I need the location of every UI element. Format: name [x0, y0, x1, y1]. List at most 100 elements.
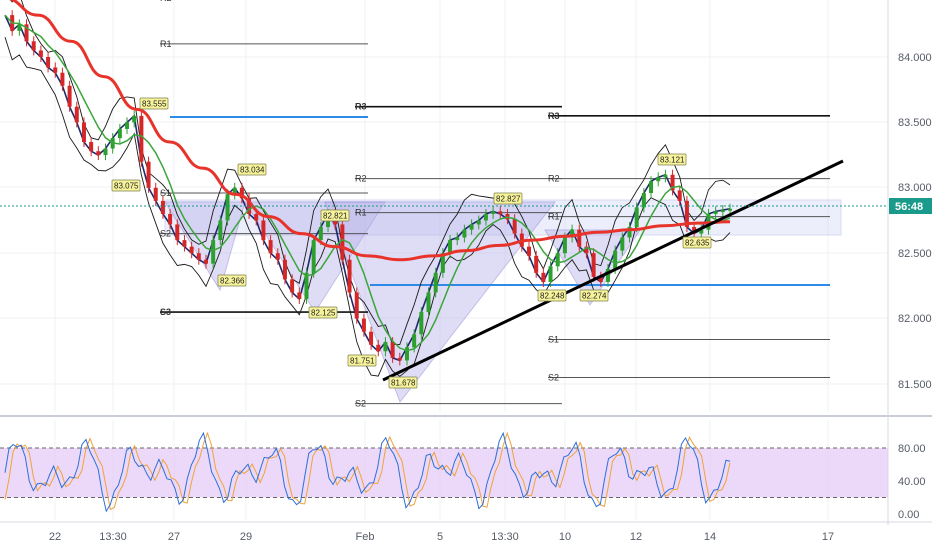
bollinger-band	[10, 0, 731, 346]
price-annotation-box	[388, 376, 418, 389]
time-tick-label: 29	[240, 531, 252, 543]
current-price-tag	[889, 198, 932, 214]
price-annotation-label: 82.827	[496, 195, 521, 204]
candle-body	[598, 276, 603, 282]
candle-body	[426, 292, 431, 313]
oscillator-tick-label: 40.00	[898, 476, 926, 488]
price-annotation-label: 81.751	[350, 357, 375, 366]
candle-body	[132, 115, 137, 123]
candle-body	[347, 259, 352, 293]
series-layer	[0, 0, 888, 382]
price-annotation-box	[537, 289, 567, 302]
candle-body	[534, 255, 539, 273]
oscillator-tick-label: 0.00	[898, 509, 919, 521]
pivot-label: S2	[548, 372, 559, 382]
candle-body	[311, 240, 316, 273]
time-tick-label: 13:30	[99, 531, 127, 543]
candle-body	[211, 240, 216, 264]
price-annotation-box	[308, 306, 338, 319]
candle-body	[627, 227, 632, 238]
price-tick-label: 82.500	[898, 248, 932, 260]
pivot-layer: R2 R1 R3 S1 S2 S3 R2 R1 S2 R3 R2 R1 S1 S2	[160, 0, 830, 409]
price-tick-label: 84.000	[898, 52, 932, 64]
candle-body	[189, 246, 194, 254]
candle-body	[728, 208, 732, 211]
pivot-label: R3	[548, 111, 560, 121]
candle-body	[570, 229, 575, 238]
candle-body	[469, 224, 474, 230]
candle-body	[584, 246, 589, 254]
stochastic-k-line	[4, 431, 731, 513]
price-annotation-box	[111, 179, 141, 192]
candle-body	[620, 237, 625, 251]
moving-average-green	[4, 14, 731, 352]
candle-body	[153, 187, 158, 201]
candle-body	[577, 229, 582, 247]
candle-body	[512, 219, 517, 234]
candle-body	[261, 220, 266, 241]
pivot-label: S2	[160, 229, 171, 239]
price-annotation-label: 82.635	[685, 239, 710, 248]
price-annotation-box	[347, 354, 377, 367]
candle-body	[225, 194, 230, 221]
candle-body	[663, 174, 668, 178]
candle-body	[46, 57, 51, 68]
candle-body	[419, 312, 424, 335]
candle-body	[60, 72, 65, 86]
candle-body	[89, 142, 94, 152]
candle-body	[361, 318, 366, 332]
candle-body	[498, 211, 503, 214]
candle-body	[282, 259, 287, 280]
pivot-label: S3	[160, 307, 171, 317]
candle-body	[96, 151, 101, 156]
candle-body	[38, 50, 43, 57]
axis-layer: 84.000 83.500 83.000 82.500 82.000 81.500 56:4…	[49, 52, 932, 543]
time-tick-label: 10	[559, 531, 571, 543]
candle-body	[641, 193, 646, 208]
bollinger-band	[4, 37, 731, 377]
price-tick-label: 81.500	[898, 379, 932, 391]
candle-body	[591, 253, 596, 277]
candle-body	[239, 187, 244, 199]
candle-body	[383, 342, 388, 352]
candle-body	[555, 253, 560, 267]
price-tick-label: 83.500	[898, 117, 932, 129]
price-annotation-label: 81.678	[391, 379, 416, 388]
time-tick-label: 17	[822, 531, 834, 543]
candle-body	[713, 211, 718, 214]
candle-body	[491, 211, 496, 214]
pivot-label: R1	[160, 39, 172, 49]
price-annotation-label: 82.366	[220, 277, 245, 286]
price-annotation-box	[139, 97, 169, 110]
candle-body	[24, 24, 29, 42]
candle-body	[376, 344, 381, 352]
annotation-layer: 83.075 83.555 83.034 82.366 82.125 82.821 81.7…	[111, 97, 712, 389]
time-tick-label: Feb	[356, 531, 375, 543]
candle-body	[476, 220, 481, 225]
candle-body	[390, 342, 395, 358]
pivot-label: S2	[355, 399, 366, 409]
candle-body	[649, 181, 654, 194]
candle-body	[297, 292, 302, 299]
candle-body	[290, 279, 295, 293]
candle-body	[125, 122, 130, 129]
candle-body	[146, 161, 151, 188]
candle-body	[397, 357, 402, 361]
price-annotation-box	[217, 274, 247, 287]
candle-body	[232, 187, 237, 195]
candle-body	[483, 213, 488, 221]
moving-average-red	[7, 0, 731, 262]
candle-body	[318, 227, 323, 241]
candle-body	[404, 347, 409, 361]
pivot-label: S1	[548, 335, 559, 345]
pattern-layer	[164, 116, 842, 404]
candle-body	[175, 224, 180, 241]
candle-body	[462, 229, 467, 238]
trend-line	[382, 159, 844, 382]
candle-body	[656, 177, 661, 182]
current-price-label: 56:48	[895, 201, 923, 213]
candle-body	[196, 253, 201, 260]
candle-body	[139, 115, 144, 162]
pivot-label: R2	[160, 0, 172, 3]
